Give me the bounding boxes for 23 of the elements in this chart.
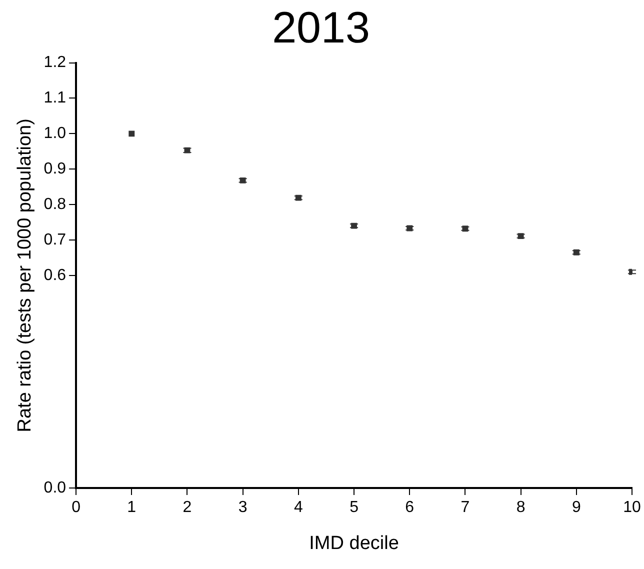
x-tick-label: 3 [238,499,248,516]
y-axis-title: Rate ratio (tests per 1000 population) [14,118,36,432]
y-tick-label: 0.0 [44,479,66,496]
x-tick-label: 6 [405,499,414,516]
x-tick-label: 8 [516,499,526,516]
y-tick-label: 0.6 [44,266,66,284]
chart-title: 2013 [272,4,370,53]
y-tick-label: 0.7 [44,231,66,248]
y-tick-label: 1.0 [44,125,66,142]
x-tick-label: 5 [350,499,359,516]
x-tick-label: 1 [127,499,136,516]
x-axis-title: IMD decile [309,532,399,554]
point [128,130,135,137]
x-tick-label: 2 [182,499,192,516]
y-tick-label: 1.2 [44,54,66,72]
x-tick-label: 9 [572,499,581,516]
x-tick-label: 10 [623,499,641,516]
y-tick-label: 0.8 [44,196,66,213]
x-tick-label: 7 [460,499,470,516]
y-tick-label: 1.1 [44,90,66,107]
y-tick-label: 0.9 [44,160,66,178]
x-tick-label: 4 [294,499,303,516]
x-tick-label: 0 [72,499,81,516]
